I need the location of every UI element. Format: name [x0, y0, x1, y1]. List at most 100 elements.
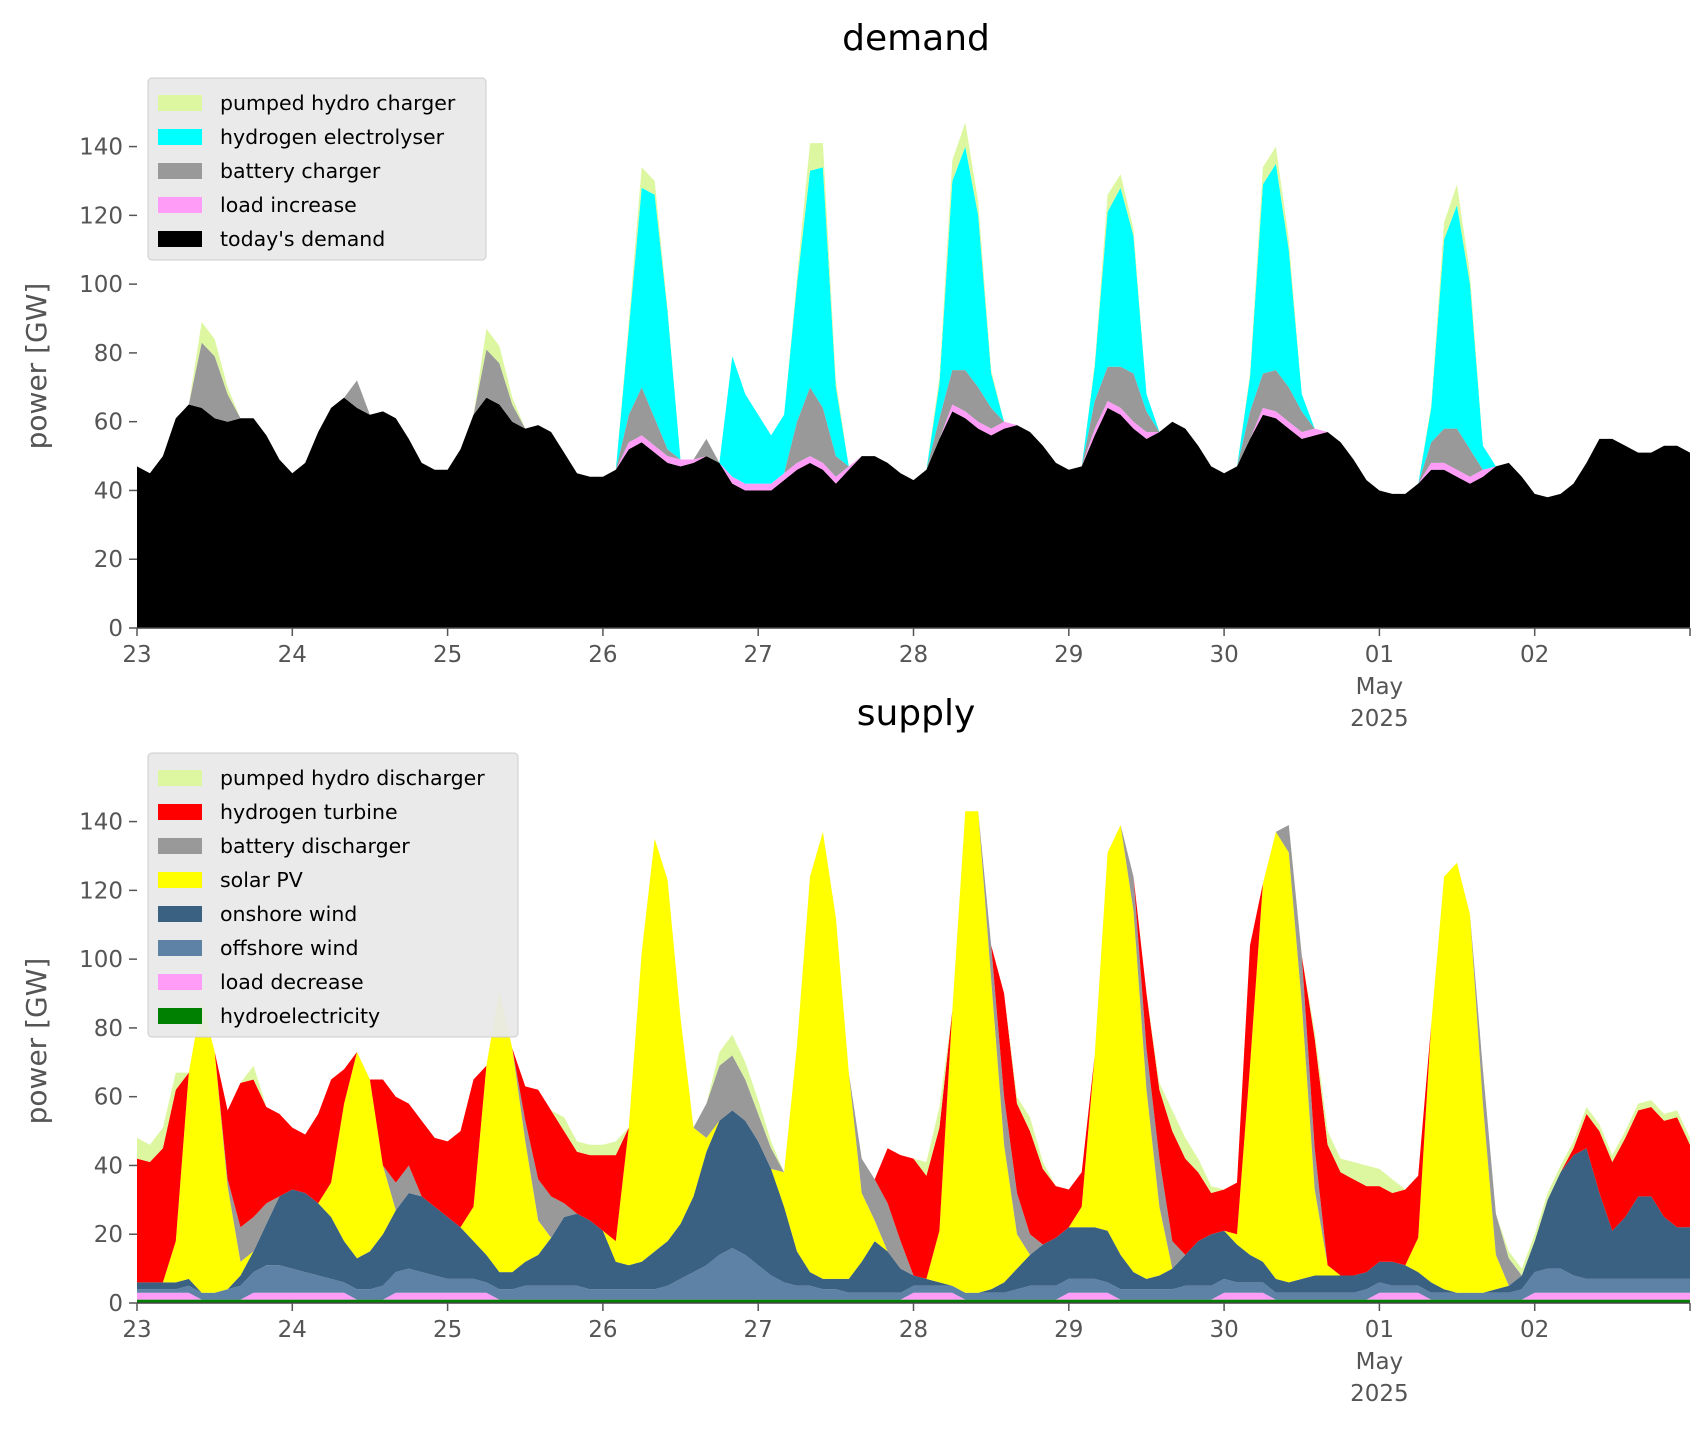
x-tick-label: 26	[588, 1317, 617, 1343]
legend-label: hydroelectricity	[220, 1004, 380, 1028]
y-tick-label: 40	[94, 478, 123, 504]
area-solar-pv	[137, 811, 1690, 1293]
x-tick-sublabel: May	[1356, 1349, 1404, 1375]
legend-item: hydrogen turbine	[158, 800, 398, 824]
area-load-decrease	[137, 1292, 1690, 1300]
legend-box	[147, 752, 519, 1038]
area-layer	[137, 811, 1690, 1303]
legend-box	[147, 77, 487, 261]
x-tick-label: 30	[1209, 642, 1238, 668]
x-tick-label: 27	[744, 1317, 773, 1343]
x-tick-label: 01	[1365, 642, 1394, 668]
legend-item: hydrogen electrolyser	[158, 125, 445, 149]
legend-swatch	[158, 906, 202, 922]
y-tick-label: 0	[108, 1291, 123, 1317]
legend-swatch	[158, 197, 202, 213]
legend: pumped hydro charger hydrogen electrolyse…	[147, 77, 487, 261]
legend-item: onshore wind	[158, 902, 357, 926]
legend-label: battery discharger	[220, 834, 410, 858]
x-tick-label: 30	[1209, 1317, 1238, 1343]
legend-item: load decrease	[158, 970, 364, 994]
legend-swatch	[158, 804, 202, 820]
y-tick-label: 80	[94, 1016, 123, 1042]
area-today-s-demand	[137, 397, 1690, 628]
x-tick-label: 26	[588, 642, 617, 668]
legend-item: pumped hydro discharger	[158, 766, 485, 790]
x-tick-label: 01	[1365, 1317, 1394, 1343]
chart-title: demand	[842, 18, 990, 59]
legend-item: battery discharger	[158, 834, 410, 858]
legend-label: pumped hydro charger	[220, 91, 456, 115]
area-offshore-wind	[137, 1248, 1690, 1300]
x-tick-sublabel: 2025	[1350, 706, 1409, 732]
legend-item: pumped hydro charger	[158, 91, 456, 115]
x-tick-sublabel: 2025	[1350, 1381, 1409, 1407]
x-tick-label: 25	[433, 1317, 462, 1343]
legend-label: pumped hydro discharger	[220, 766, 485, 790]
legend: pumped hydro discharger hydrogen turbine b…	[147, 752, 519, 1038]
area-hydrogen-turbine	[137, 811, 1690, 1283]
area-hydroelectricity	[137, 1299, 1690, 1303]
legend-swatch	[158, 838, 202, 854]
y-tick-label: 140	[79, 135, 123, 161]
legend-label: offshore wind	[220, 936, 358, 960]
y-tick-label: 120	[79, 203, 123, 229]
legend-swatch	[158, 770, 202, 786]
y-tick-label: 40	[94, 1153, 123, 1179]
x-tick-label: 02	[1520, 642, 1549, 668]
legend-item: solar PV	[158, 868, 303, 892]
x-tick-label: 28	[899, 1317, 928, 1343]
x-tick-label: 02	[1520, 1317, 1549, 1343]
x-tick-label: 23	[122, 1317, 151, 1343]
y-tick-label: 0	[108, 616, 123, 642]
legend-label: battery charger	[220, 159, 381, 183]
y-tick-label: 140	[79, 810, 123, 836]
y-tick-label: 120	[79, 878, 123, 904]
legend-swatch	[158, 1008, 202, 1024]
legend-swatch	[158, 163, 202, 179]
legend-swatch	[158, 231, 202, 247]
y-tick-label: 20	[94, 547, 123, 573]
x-tick-label: 24	[278, 642, 307, 668]
legend-item: offshore wind	[158, 936, 358, 960]
area-hydrogen-electrolyser	[137, 146, 1690, 498]
y-tick-label: 100	[79, 272, 123, 298]
legend-swatch	[158, 940, 202, 956]
y-tick-label: 100	[79, 947, 123, 973]
legend-label: hydrogen turbine	[220, 800, 398, 824]
x-tick-label: 29	[1054, 642, 1083, 668]
y-axis-label: power [GW]	[20, 283, 53, 450]
legend-swatch	[158, 129, 202, 145]
x-tick-label: 23	[122, 642, 151, 668]
legend-label: hydrogen electrolyser	[220, 125, 445, 149]
x-tick-label: 28	[899, 642, 928, 668]
legend-swatch	[158, 872, 202, 888]
legend-label: onshore wind	[220, 902, 357, 926]
y-tick-label: 60	[94, 1085, 123, 1111]
x-tick-label: 25	[433, 642, 462, 668]
legend-label: solar PV	[220, 868, 303, 892]
y-axis-label: power [GW]	[20, 958, 53, 1125]
area-layer	[137, 122, 1690, 628]
x-tick-label: 24	[278, 1317, 307, 1343]
legend-swatch	[158, 974, 202, 990]
x-tick-label: 27	[744, 642, 773, 668]
legend-label: load increase	[220, 193, 357, 217]
legend-item: load increase	[158, 193, 357, 217]
legend-item: today's demand	[158, 227, 385, 251]
y-tick-label: 80	[94, 341, 123, 367]
legend-swatch	[158, 95, 202, 111]
legend-item: battery charger	[158, 159, 381, 183]
x-tick-label: 29	[1054, 1317, 1083, 1343]
y-tick-label: 20	[94, 1222, 123, 1248]
x-tick-sublabel: May	[1356, 674, 1404, 700]
y-tick-label: 60	[94, 410, 123, 436]
legend-item: hydroelectricity	[158, 1004, 380, 1028]
legend-label: load decrease	[220, 970, 364, 994]
legend-label: today's demand	[220, 227, 385, 251]
